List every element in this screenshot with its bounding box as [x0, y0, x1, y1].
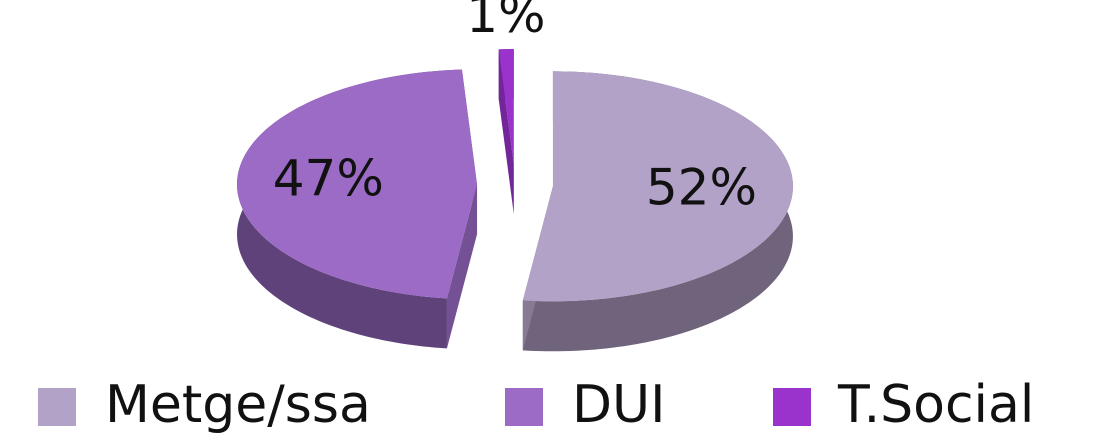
- slice: [237, 69, 478, 299]
- legend-label: Metge/ssa: [105, 375, 371, 435]
- data-label: 1%: [466, 0, 545, 44]
- slice: [498, 49, 514, 165]
- legend-swatch: [773, 388, 811, 426]
- slice-cut: [498, 49, 514, 215]
- data-label: 52%: [646, 158, 757, 216]
- slice: [522, 71, 793, 302]
- legend-swatch: [505, 388, 543, 426]
- slice-tops: [237, 49, 793, 302]
- legend-swatch: [38, 388, 76, 426]
- data-label: 47%: [273, 150, 384, 208]
- legend-label: DUI: [572, 375, 665, 435]
- legend-label: T.Social: [837, 375, 1034, 435]
- slice-cut: [446, 184, 478, 349]
